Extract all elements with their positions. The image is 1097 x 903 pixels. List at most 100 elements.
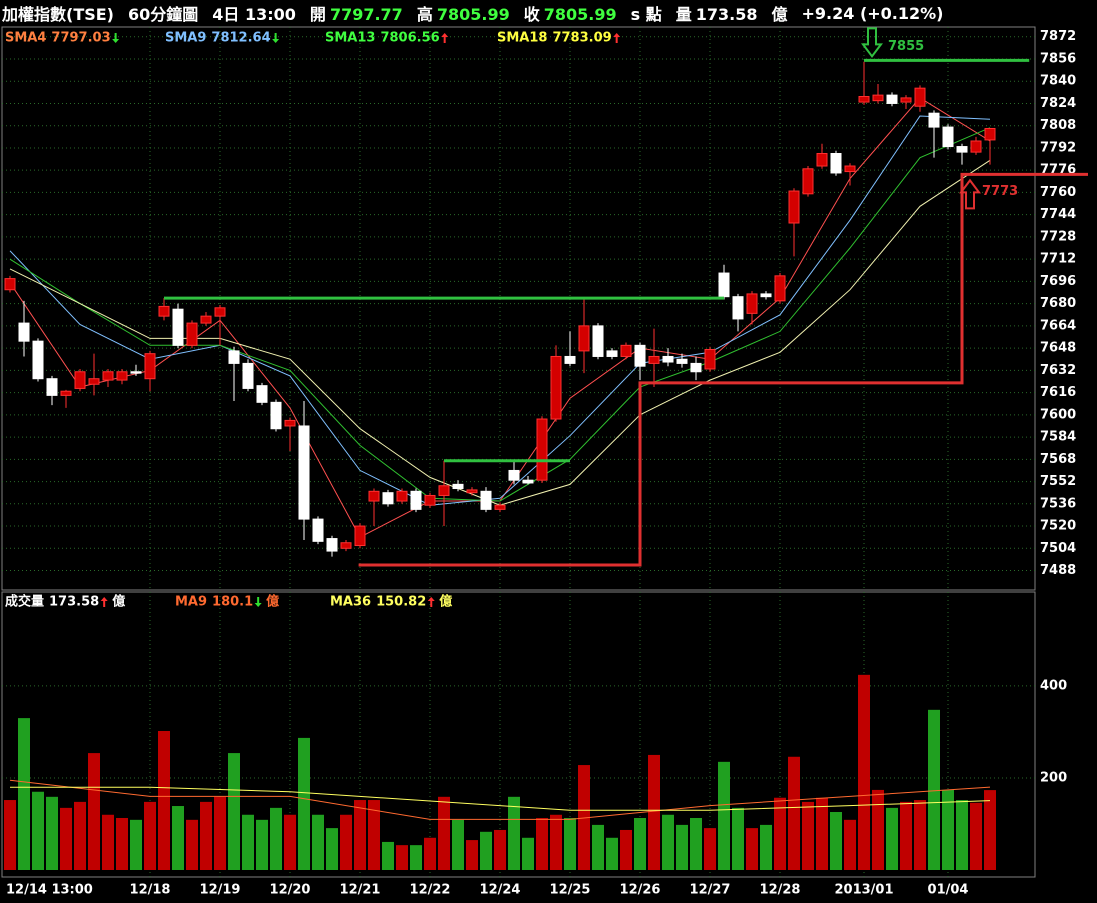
- candle-body: [298, 425, 310, 520]
- candle-body: [508, 469, 520, 481]
- volume-bar: [130, 819, 142, 870]
- volume-bar: [928, 709, 940, 870]
- candle-body: [578, 325, 590, 352]
- volume-bar: [144, 801, 156, 870]
- legend-name: MA9: [175, 595, 207, 610]
- candle-body: [32, 340, 44, 380]
- candle-body: [788, 190, 800, 224]
- y-tick-label: 7824: [1040, 96, 1076, 111]
- candle-body: [438, 485, 450, 496]
- candle-body: [858, 96, 870, 103]
- volume-bar: [88, 753, 100, 870]
- legend-unit: 億: [112, 594, 125, 610]
- candle-body: [634, 344, 646, 367]
- volume-bar: [116, 817, 128, 870]
- candle-body: [60, 390, 72, 396]
- candle-body: [830, 153, 842, 174]
- candle-body: [564, 355, 576, 364]
- annotation-line: [358, 172, 1088, 567]
- annotation-label: 7855: [888, 39, 924, 54]
- price-panel: [1, 26, 1036, 591]
- y-tick-label: 7648: [1040, 341, 1076, 356]
- volume-bar: [60, 807, 72, 870]
- legend-name: SMA4: [5, 31, 46, 46]
- candle-body: [186, 322, 198, 346]
- y-tick-label: 7728: [1040, 229, 1076, 244]
- header-item: 60分鐘圖: [128, 1, 198, 25]
- header-text: 高: [416, 5, 433, 24]
- header-text: s 點: [630, 5, 662, 24]
- x-tick-label: 12/21: [340, 883, 381, 898]
- candle-body: [200, 315, 212, 324]
- volume-bar: [984, 790, 996, 870]
- sma-line: [9, 159, 991, 506]
- candle-body: [312, 518, 324, 542]
- volume-bar: [480, 831, 492, 870]
- volume-bar: [508, 796, 520, 870]
- volume-bar: [788, 756, 800, 870]
- y-tick-label: 7696: [1040, 274, 1076, 289]
- candle-body: [18, 322, 30, 342]
- candle-body: [116, 371, 128, 381]
- candle-body: [382, 492, 394, 505]
- y-tick-label: 7760: [1040, 185, 1076, 200]
- candle-body: [970, 140, 982, 153]
- volume-bar: [900, 801, 912, 870]
- y-tick-label: 400: [1040, 678, 1067, 693]
- legend-value: 7797.03: [51, 31, 110, 46]
- volume-bar: [494, 829, 506, 870]
- candle-body: [326, 538, 338, 552]
- y-tick-label: 7568: [1040, 452, 1076, 467]
- candle-body: [410, 490, 422, 510]
- candle-body: [690, 362, 702, 373]
- volume-bar: [564, 817, 576, 870]
- candle-body: [172, 308, 184, 346]
- volume-bar: [830, 812, 842, 870]
- candle-body: [872, 94, 884, 102]
- volume-bar: [438, 796, 450, 870]
- candle-body: [144, 353, 156, 380]
- candle-body: [760, 293, 772, 298]
- candle-body: [718, 272, 730, 298]
- volume-bar: [858, 674, 870, 870]
- volume-bar: [340, 814, 352, 870]
- volume-bar: [200, 801, 212, 870]
- legend-name: MA36: [330, 595, 371, 610]
- header-value: 7805.99: [543, 5, 617, 24]
- header-text: 億: [771, 5, 788, 24]
- candle-body: [676, 358, 688, 364]
- candle-body: [550, 355, 562, 420]
- legend-unit: 億: [266, 594, 279, 610]
- annotation-arrow: [861, 27, 883, 59]
- volume-bar: [914, 800, 926, 870]
- volume-bar: [32, 791, 44, 870]
- candle-body: [816, 153, 828, 167]
- candle-body: [774, 275, 786, 302]
- volume-bar: [970, 802, 982, 870]
- volume-bar: [690, 817, 702, 870]
- candle-body: [494, 504, 506, 510]
- header-value: 173.58: [695, 5, 758, 24]
- candle-body: [354, 525, 366, 547]
- volume-bar: [158, 731, 170, 870]
- candle-body: [102, 371, 114, 381]
- header-text: 收: [523, 5, 540, 24]
- candle-body: [228, 350, 240, 364]
- volume-bar: [172, 806, 184, 870]
- volume-bar: [228, 753, 240, 870]
- volume-bar: [256, 819, 268, 870]
- volume-ma-line: [9, 779, 991, 820]
- candle-body: [928, 112, 940, 128]
- candle-body: [130, 371, 142, 374]
- header-text: 開: [309, 5, 326, 24]
- volume-bar: [410, 845, 422, 870]
- candle-body: [452, 483, 464, 490]
- volume-bar: [284, 814, 296, 870]
- header-item: 億: [771, 1, 787, 25]
- volume-bar: [746, 828, 758, 870]
- y-tick-label: 7520: [1040, 519, 1076, 534]
- legend-name: SMA13: [325, 31, 375, 46]
- candle-body: [914, 87, 926, 107]
- sma-line: [9, 115, 991, 506]
